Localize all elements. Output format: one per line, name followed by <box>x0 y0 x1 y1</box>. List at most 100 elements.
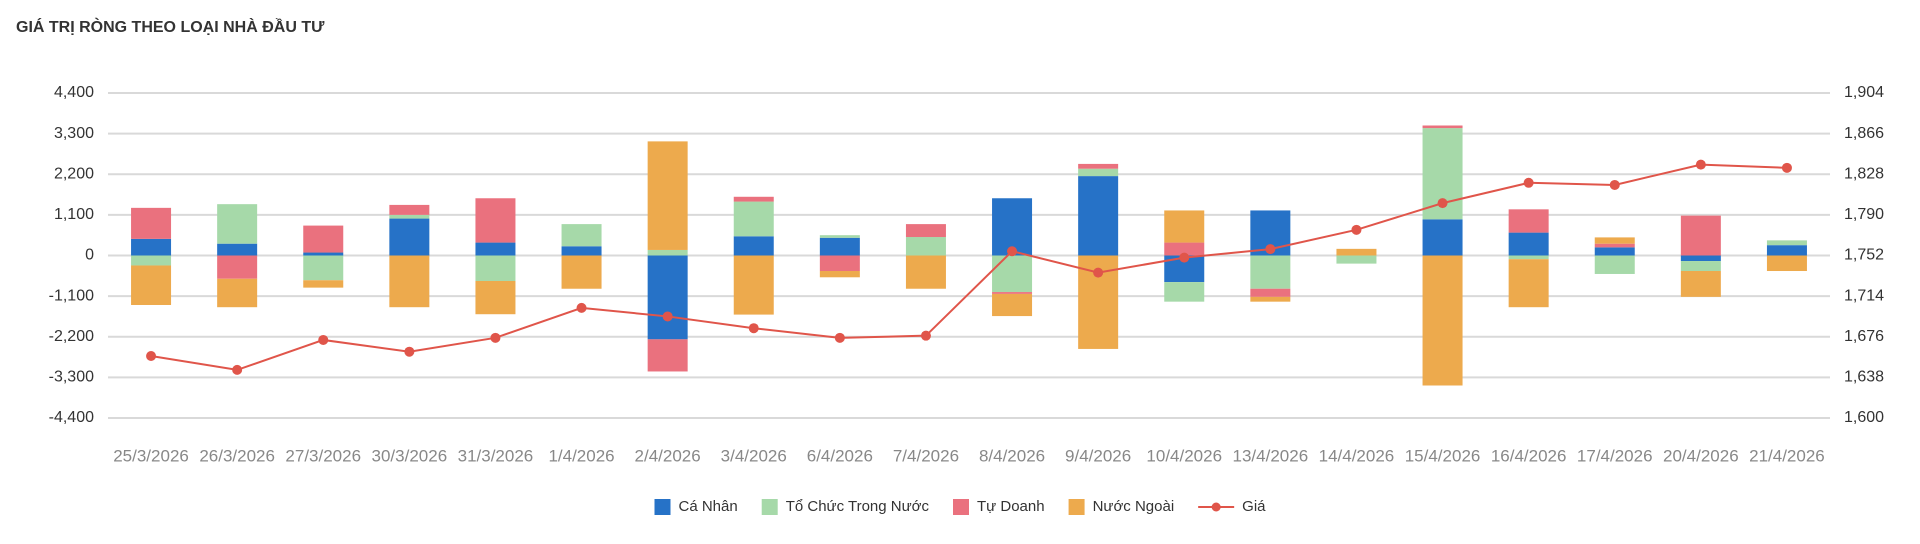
legend: Cá Nhân Tổ Chức Trong Nước Tự Doanh Nước Ng… <box>654 498 1266 515</box>
line-point <box>576 302 587 313</box>
legend-item: Giá <box>1198 498 1266 515</box>
x-tick-label: 30/3/2026 <box>372 446 448 465</box>
bar <box>1508 232 1549 256</box>
line-point <box>490 332 501 343</box>
y-tick-label: 1,100 <box>54 206 94 223</box>
bar <box>1250 296 1291 302</box>
bar <box>647 249 688 256</box>
bar <box>131 255 172 266</box>
bar <box>992 292 1033 294</box>
legend-swatch <box>1068 499 1085 515</box>
bar <box>1422 219 1463 256</box>
x-tick-label: 6/4/2026 <box>807 446 873 465</box>
bar <box>905 237 946 256</box>
line-point <box>1609 179 1620 190</box>
line-point <box>662 311 673 322</box>
bar <box>819 255 860 272</box>
legend-swatch <box>953 499 969 515</box>
bar <box>905 255 946 289</box>
bar <box>1164 210 1205 243</box>
y2-tick-label: 1,828 <box>1844 165 1884 182</box>
bar <box>1508 255 1549 260</box>
bar <box>819 271 860 278</box>
bar <box>1164 242 1205 256</box>
bar <box>1336 255 1377 264</box>
x-tick-label: 14/4/2026 <box>1319 446 1395 465</box>
x-tick-label: 31/3/2026 <box>458 446 534 465</box>
legend-item: Cá Nhân <box>654 498 738 515</box>
bar <box>733 236 774 256</box>
bar <box>1250 288 1291 297</box>
bar <box>819 237 860 256</box>
bar <box>647 141 688 250</box>
legend-item: Tổ Chức Trong Nước <box>761 498 929 515</box>
bar <box>905 224 946 238</box>
y2-tick-label: 1,790 <box>1844 206 1884 223</box>
x-tick-label: 13/4/2026 <box>1233 446 1309 465</box>
bar <box>647 255 688 340</box>
bar <box>1680 271 1721 297</box>
x-tick-label: 26/3/2026 <box>199 446 275 465</box>
y2-tick-label: 1,638 <box>1844 369 1884 386</box>
x-tick-label: 2/4/2026 <box>635 446 701 465</box>
y-tick-label: 4,400 <box>54 84 94 101</box>
bar <box>1078 168 1119 177</box>
line-point <box>1437 198 1448 209</box>
bar <box>1766 240 1807 246</box>
bar <box>1594 243 1635 248</box>
bar <box>303 255 344 281</box>
line-point <box>1351 224 1362 235</box>
x-tick-label: 7/4/2026 <box>893 446 959 465</box>
bar <box>561 255 602 289</box>
x-tick-label: 1/4/2026 <box>548 446 614 465</box>
bar <box>303 280 344 288</box>
bar <box>217 255 258 279</box>
line-point <box>232 364 243 375</box>
line-point <box>1179 252 1190 263</box>
x-tick-label: 17/4/2026 <box>1577 446 1653 465</box>
line-point <box>834 332 845 343</box>
x-tick-label: 20/4/2026 <box>1663 446 1739 465</box>
bar <box>1078 163 1119 169</box>
bar <box>217 278 258 308</box>
legend-label: Cá Nhân <box>679 498 738 515</box>
legend-item: Nước Ngoài <box>1068 498 1174 515</box>
line-point <box>748 323 759 334</box>
line-point <box>146 350 157 361</box>
bar <box>1422 125 1463 129</box>
legend-label: Tự Doanh <box>977 498 1045 515</box>
y2-tick-label: 1,676 <box>1844 328 1884 345</box>
bar <box>819 235 860 238</box>
x-tick-label: 10/4/2026 <box>1146 446 1222 465</box>
bar <box>1594 255 1635 274</box>
y2-tick-label: 1,714 <box>1844 287 1884 304</box>
bar <box>303 225 344 253</box>
line-point <box>1781 162 1792 173</box>
bar <box>561 224 602 247</box>
y-tick-label: 0 <box>85 247 94 264</box>
x-tick-label: 8/4/2026 <box>979 446 1045 465</box>
x-tick-label: 25/3/2026 <box>113 446 189 465</box>
bar <box>561 246 602 256</box>
bar <box>131 265 172 305</box>
bar <box>1594 237 1635 244</box>
line-point <box>318 334 329 345</box>
bar <box>217 204 258 244</box>
bar <box>1594 247 1635 256</box>
bar <box>475 198 516 243</box>
bar <box>217 243 258 256</box>
bar <box>475 280 516 315</box>
y-tick-label: -3,300 <box>49 369 94 386</box>
bar <box>733 255 774 315</box>
legend-label: Giá <box>1242 498 1266 515</box>
bar <box>1680 261 1721 272</box>
y-tick-label: 2,200 <box>54 165 94 182</box>
bar <box>131 238 172 256</box>
y-tick-label: -1,100 <box>49 287 94 304</box>
line-point <box>1265 244 1276 255</box>
y-tick-label: -2,200 <box>49 328 94 345</box>
bar <box>475 255 516 281</box>
legend-swatch <box>654 499 671 515</box>
x-tick-label: 21/4/2026 <box>1749 446 1825 465</box>
